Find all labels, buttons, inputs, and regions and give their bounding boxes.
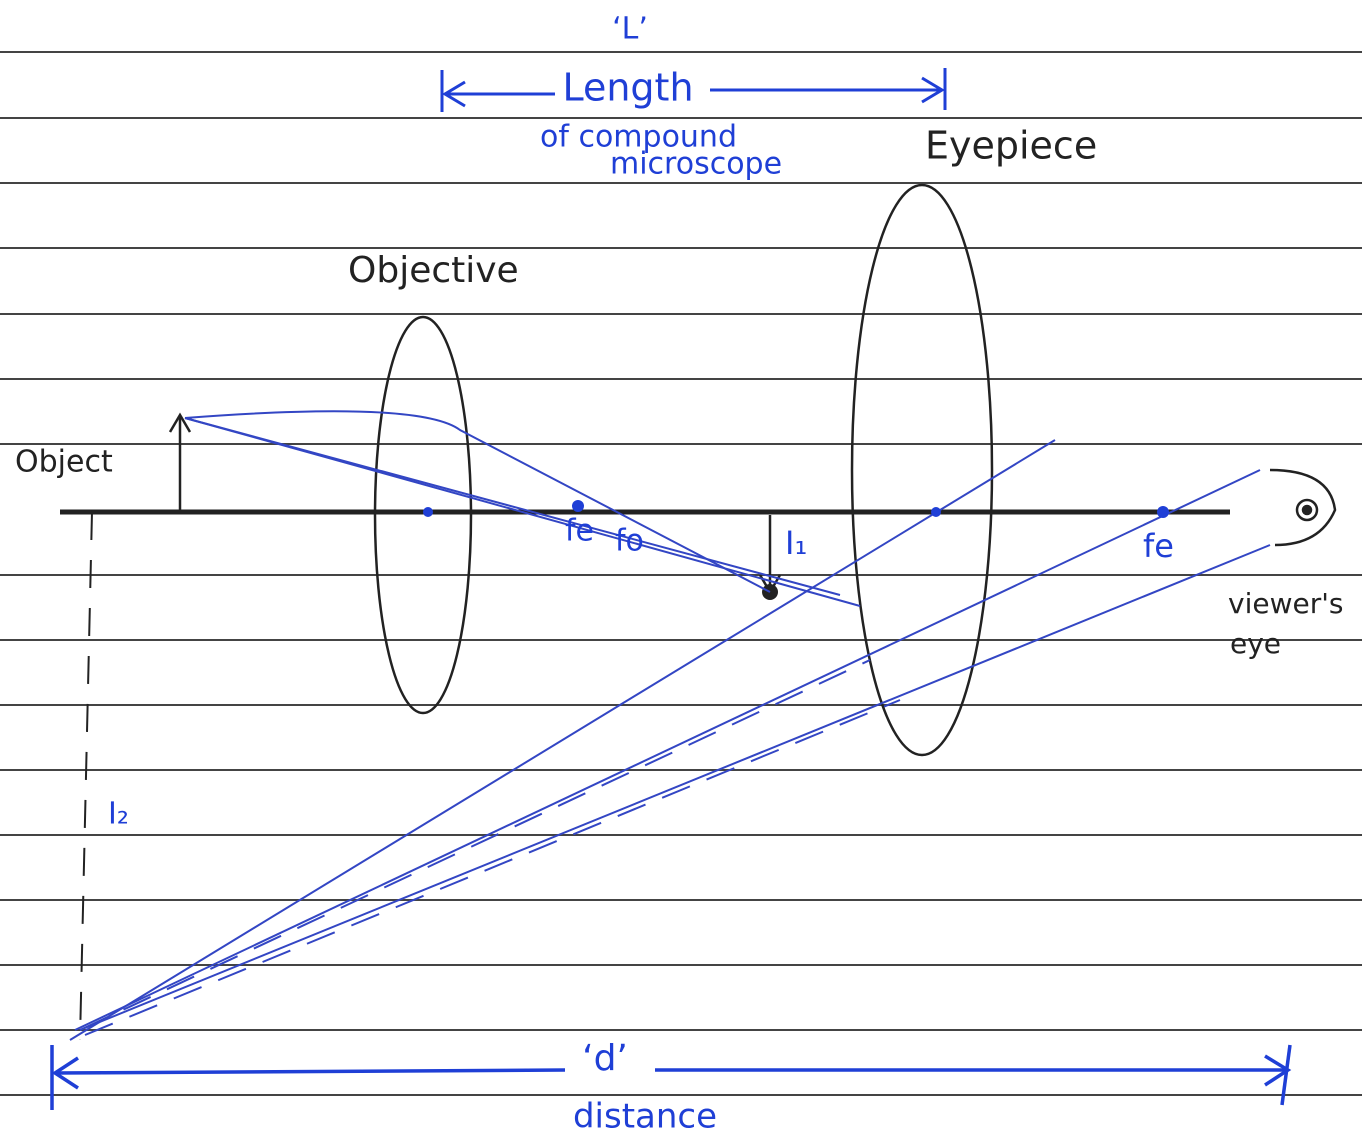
objective-label: Objective	[348, 250, 519, 291]
focal-label: fe	[1143, 527, 1174, 565]
length-label: Length	[562, 66, 693, 110]
eyepiece-lens	[852, 185, 992, 755]
viewer-label: eye	[1230, 627, 1281, 660]
object-arrow	[170, 415, 190, 512]
focal-label: fo	[615, 524, 644, 559]
diagram: ‘L’ Length of compound microscope Eyepie…	[0, 0, 1362, 1142]
viewer-label: viewer's	[1228, 587, 1344, 620]
length-symbol: ‘L’	[612, 12, 648, 47]
eyepiece-label: Eyepiece	[925, 124, 1097, 168]
objective-lens	[375, 317, 471, 713]
distance-label: distance	[573, 1097, 717, 1137]
focal-label: fe	[565, 514, 594, 549]
image-distance-line	[80, 512, 92, 1040]
object-label: Object	[15, 445, 113, 480]
ruled-lines	[0, 52, 1362, 1095]
distance-symbol: ‘d’	[582, 1038, 628, 1079]
rays	[70, 411, 1270, 1040]
eye-icon	[1270, 470, 1335, 545]
image-label: I₁	[785, 524, 807, 562]
length-note: microscope	[610, 147, 782, 182]
image-label: I₂	[108, 797, 129, 832]
